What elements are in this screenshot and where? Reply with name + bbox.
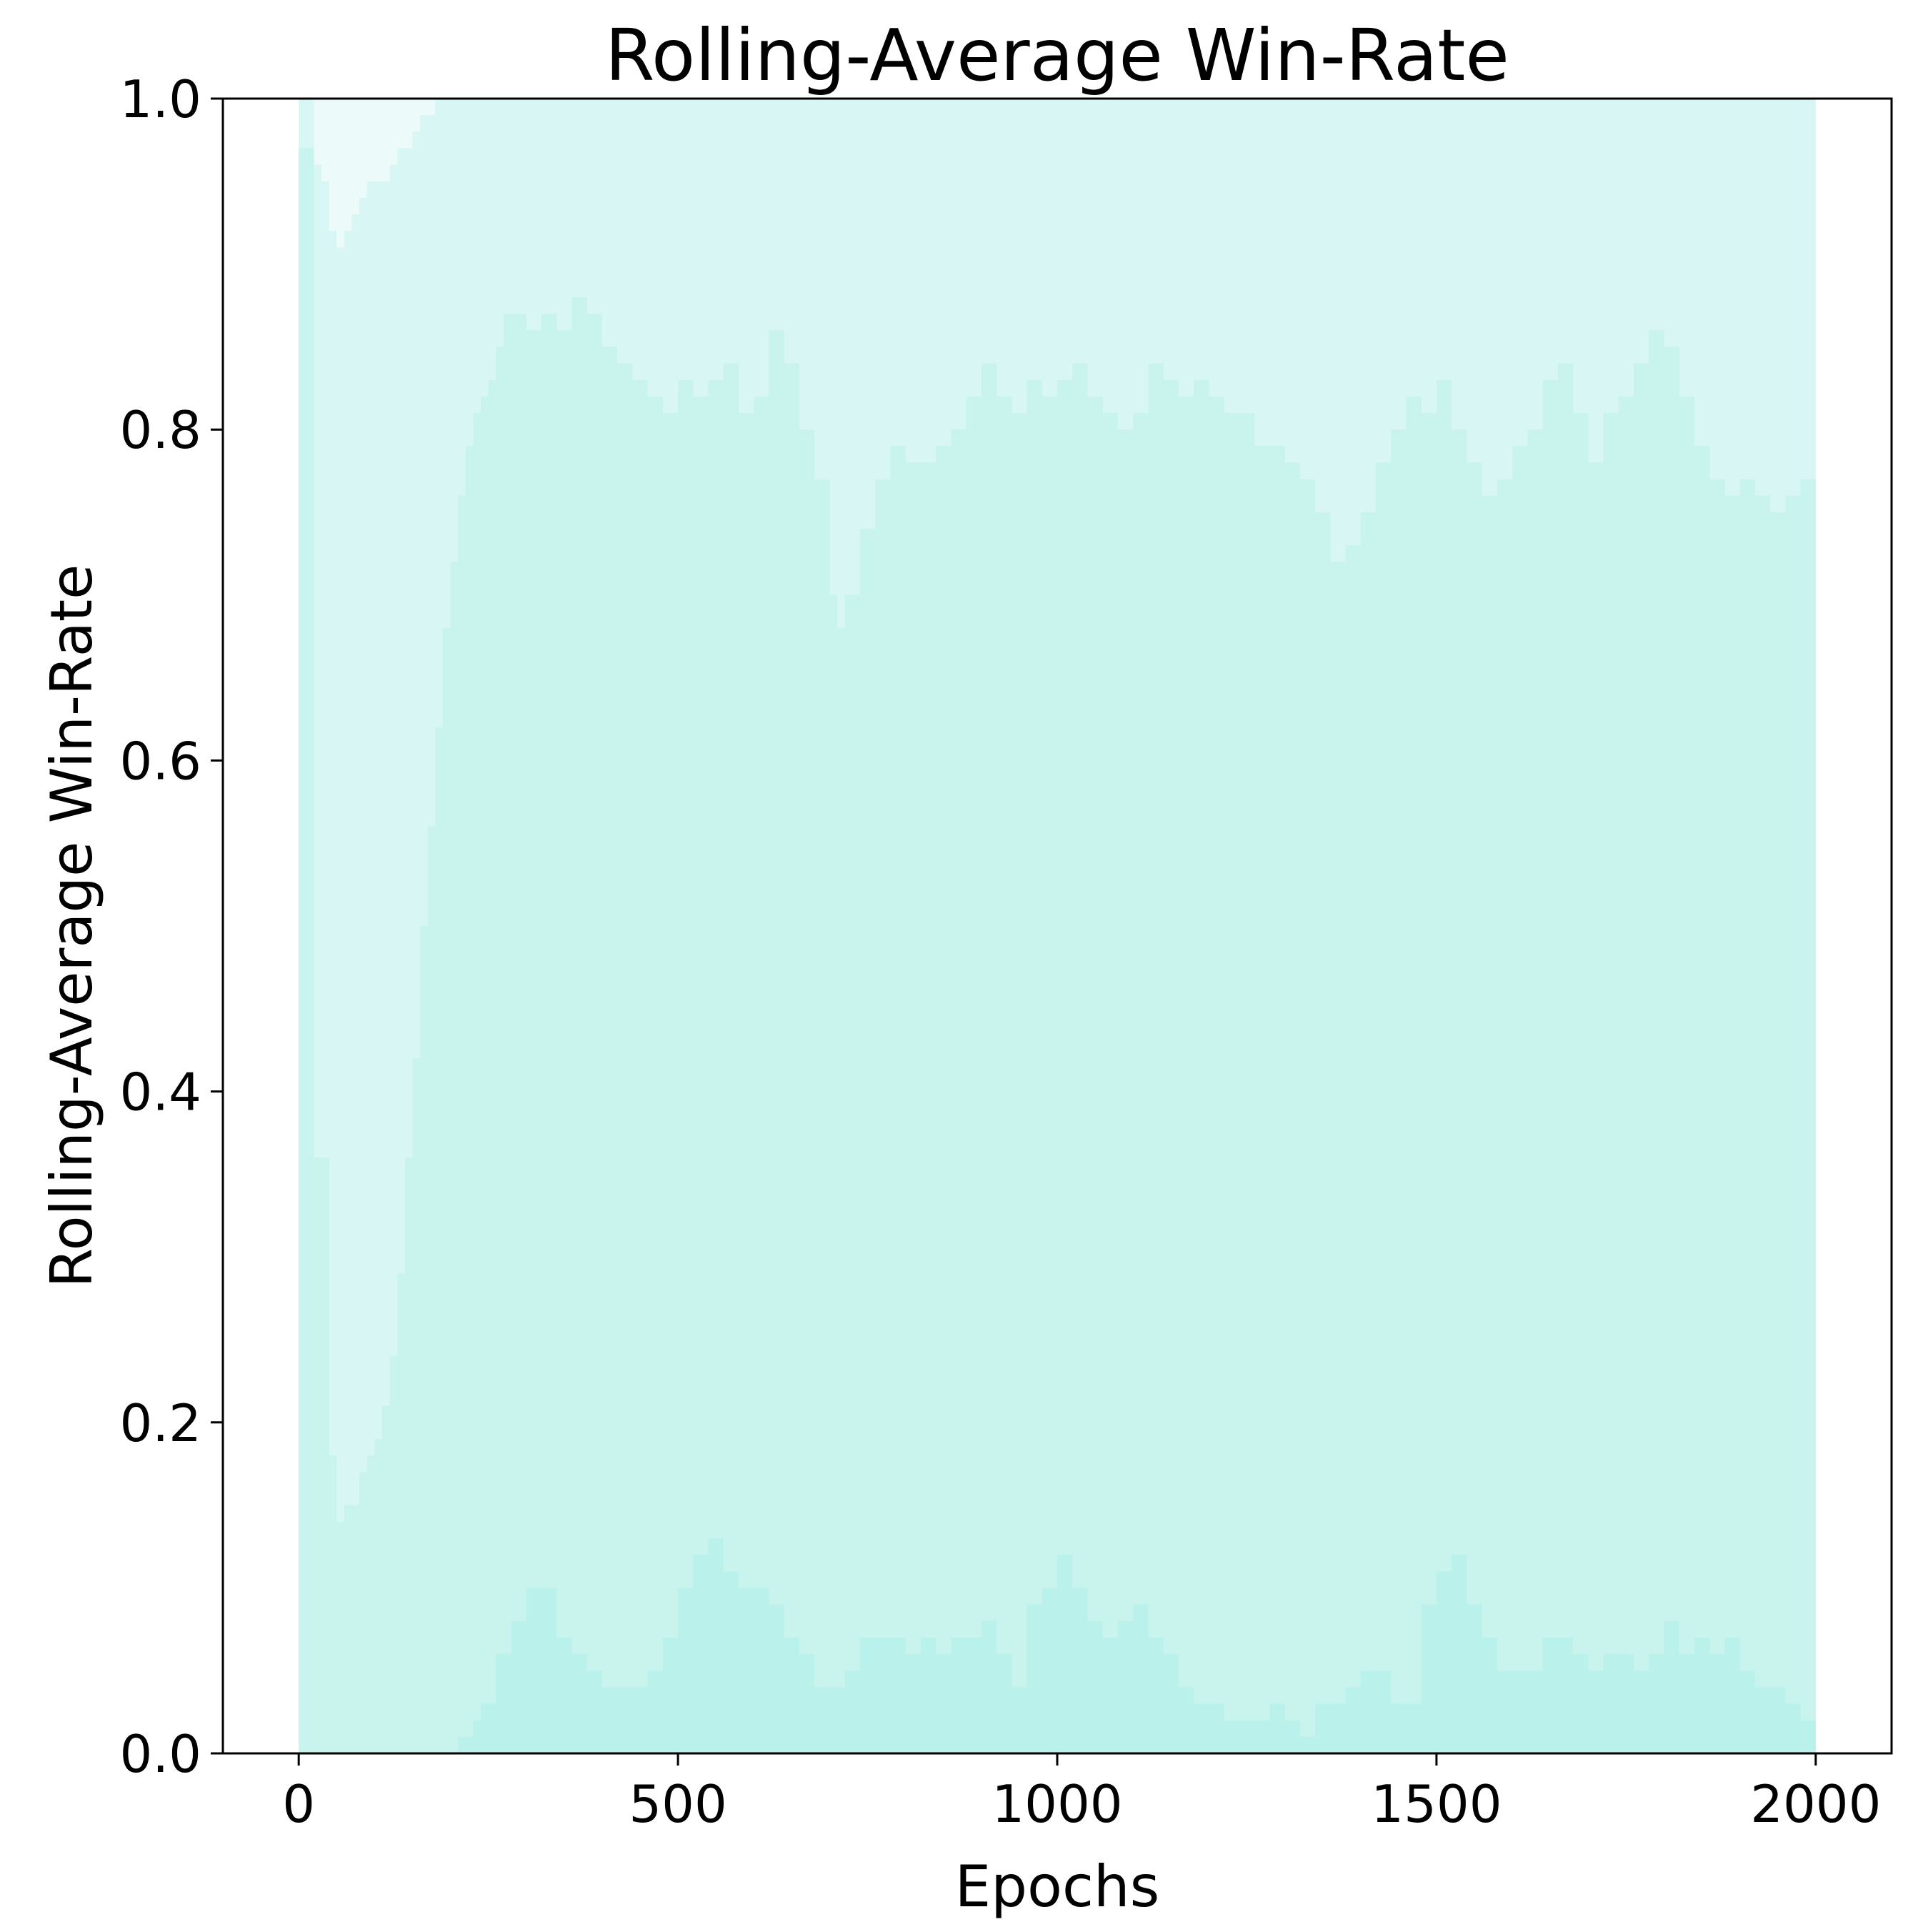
x-tick-label: 1000	[992, 1774, 1122, 1834]
y-tick-label: 0.0	[119, 1724, 201, 1784]
x-tick-label: 0	[282, 1774, 315, 1834]
x-axis-title: Epochs	[955, 1853, 1160, 1920]
y-tick-label: 0.6	[119, 731, 201, 791]
y-tick-label: 0.4	[119, 1062, 201, 1122]
y-axis-ticks: 0.0 0.2 0.4 0.6 0.8 1.0	[119, 69, 223, 1784]
y-axis-title: Rolling-Average Win-Rate	[39, 564, 105, 1288]
x-tick-label: 2000	[1750, 1774, 1881, 1834]
x-tick-label: 1500	[1371, 1774, 1502, 1834]
x-axis-ticks: 0 500 1000 1500 2000	[282, 1753, 1881, 1834]
x-tick-label: 500	[629, 1774, 726, 1834]
y-tick-label: 0.2	[119, 1393, 201, 1453]
chart-title: Rolling-Average Win-Rate	[605, 14, 1509, 97]
y-tick-label: 0.8	[119, 400, 201, 460]
plot-area	[299, 99, 1816, 1753]
y-tick-label: 1.0	[119, 69, 201, 129]
